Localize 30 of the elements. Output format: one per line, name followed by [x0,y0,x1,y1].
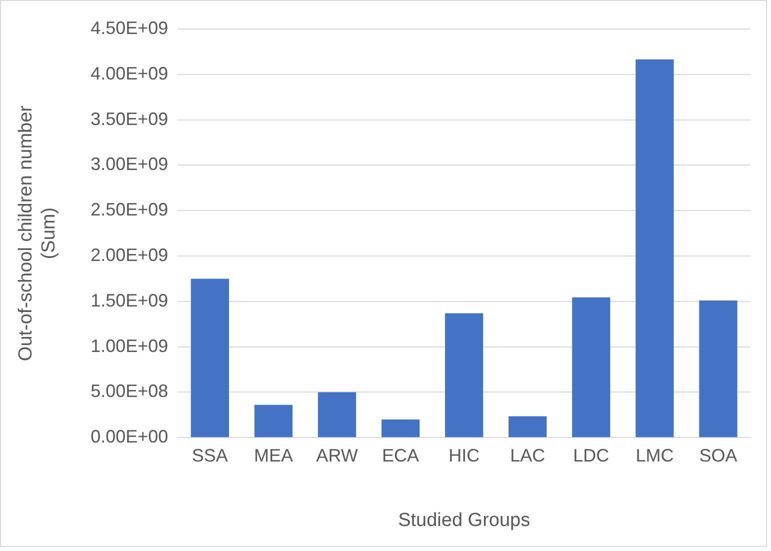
x-axis-title: Studied Groups [398,510,530,531]
bar [572,297,610,438]
y-tick-label: 3.00E+09 [90,154,168,174]
y-tick-label: 4.00E+09 [90,63,168,84]
y-tick-label: 1.00E+09 [90,336,168,356]
x-tick-label: ARW [316,445,358,466]
x-tick-label: SSA [192,445,228,466]
y-tick-label: 3.50E+09 [90,108,168,129]
bar [318,392,356,438]
bar [699,300,738,438]
bar [254,404,293,438]
y-tick-label: 5.00E+08 [90,381,168,402]
x-tick-label: HIC [448,445,480,466]
bar [445,313,484,438]
y-tick-label: 2.50E+09 [90,200,168,220]
bar [508,416,547,438]
bar [381,419,420,438]
bar [636,59,674,438]
x-tick-label: LAC [510,445,546,466]
x-tick-label: LDC [573,445,610,466]
y-axis-title: Out-of-school children number (Sum) [16,104,60,362]
bar [190,278,229,438]
y-tick-label: 4.50E+09 [90,18,168,38]
x-tick-label: MEA [254,445,293,466]
x-tick-label: ECA [382,445,420,466]
y-tick-label: 0.00E+00 [90,426,168,447]
y-tick-label: 1.50E+09 [90,290,168,310]
x-tick-label: LMC [636,445,674,466]
x-tick-label: SOA [699,445,738,466]
y-tick-label: 2.00E+09 [90,244,168,265]
